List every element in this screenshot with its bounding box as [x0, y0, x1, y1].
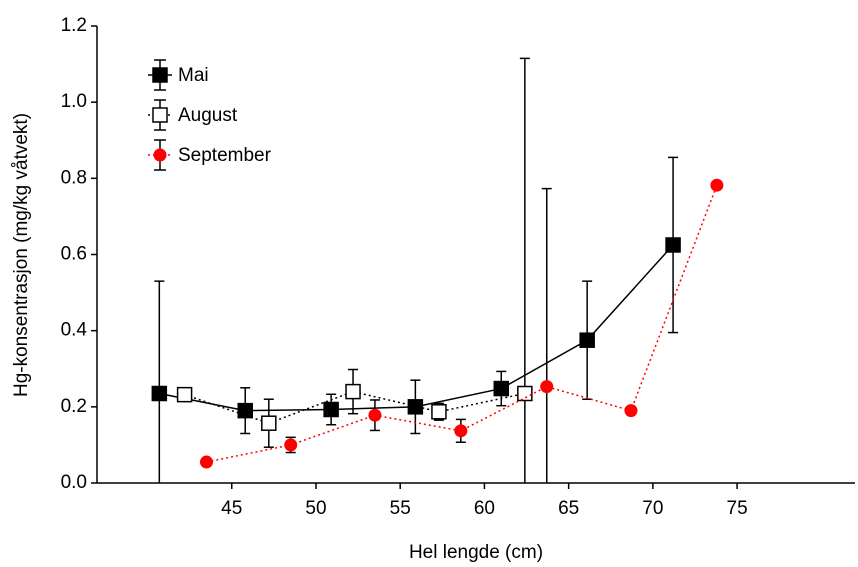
legend-item: Mai: [148, 59, 209, 91]
point: [368, 408, 382, 422]
y-tick-label: 1.0: [61, 91, 87, 112]
legend-item: August: [148, 99, 238, 131]
point: [493, 380, 510, 397]
y-tick-label: 0.2: [61, 396, 87, 417]
x-tick-label: 45: [221, 498, 242, 519]
point: [624, 404, 638, 418]
point: [540, 380, 554, 394]
error-bar: [541, 187, 552, 483]
legend: Mai August September: [148, 59, 272, 171]
point: [284, 438, 298, 452]
x-tick-label: 75: [727, 498, 748, 519]
x-tick-label: 60: [474, 498, 495, 519]
y-tick-label: 0.0: [61, 472, 87, 493]
point: [345, 383, 361, 400]
series: [151, 156, 681, 483]
series-line: [184, 390, 526, 425]
point: [454, 424, 468, 438]
series-line: [159, 244, 674, 412]
point: [323, 401, 339, 418]
point: [407, 399, 424, 415]
legend-label: September: [178, 145, 272, 166]
point: [261, 415, 277, 431]
point: [151, 385, 168, 402]
x-tick-label: 65: [558, 498, 579, 519]
legend-marker: [152, 107, 168, 123]
y-tick-label: 0.4: [61, 320, 88, 341]
legend-item: September: [148, 139, 272, 171]
point: [176, 386, 193, 403]
point: [710, 178, 724, 192]
y-axis-label: Hg-konsentrasjon (mg/kg våtvekt): [11, 113, 32, 397]
legend-marker: [153, 148, 167, 162]
x-tick-label: 55: [390, 498, 411, 519]
y-tick-label: 0.8: [61, 167, 87, 188]
point: [517, 385, 533, 402]
point: [199, 455, 213, 469]
series: [199, 178, 724, 483]
point: [579, 332, 595, 348]
point: [431, 404, 447, 420]
legend-label: August: [178, 105, 238, 126]
x-tick-label: 70: [642, 498, 663, 519]
error-bar: [519, 57, 530, 483]
legend-marker: [152, 67, 168, 83]
x-tick-label: 50: [305, 498, 326, 519]
legend-label: Mai: [178, 65, 209, 86]
series: [176, 57, 533, 483]
series-line: [206, 184, 718, 463]
point: [237, 402, 253, 419]
point: [665, 237, 681, 253]
y-tick-label: 1.2: [61, 15, 87, 36]
x-axis-label: Hel lengde (cm): [409, 542, 543, 563]
y-tick-label: 0.6: [61, 244, 87, 265]
error-bar: [154, 280, 165, 483]
